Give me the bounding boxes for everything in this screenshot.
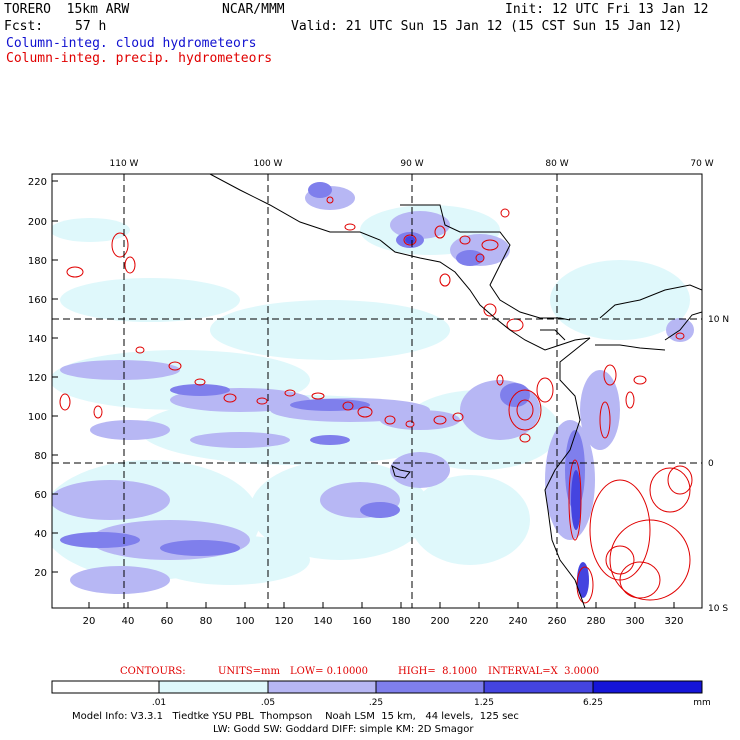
colorbar-swatch xyxy=(483,680,594,694)
x-tick-label: 300 xyxy=(625,616,644,627)
x-tick-label: 220 xyxy=(469,616,488,627)
model-title: TORERO 15km ARW xyxy=(4,2,130,17)
init-time: Init: 12 UTC Fri 13 Jan 12 xyxy=(505,2,709,17)
lon-label-80w: 80 W xyxy=(545,159,568,169)
y-tick-label: 200 xyxy=(28,217,47,228)
y-tick-label: 40 xyxy=(34,529,47,540)
y-tick-label: 180 xyxy=(28,256,47,267)
colorbar-swatch xyxy=(375,680,485,694)
x-tick-label: 260 xyxy=(547,616,566,627)
y-axis-ticks xyxy=(52,180,58,573)
x-tick-label: 100 xyxy=(235,616,254,627)
shade-level-2 xyxy=(52,186,694,594)
x-tick-label: 80 xyxy=(200,616,213,627)
y-tick-label: 20 xyxy=(34,568,47,579)
model-physics: LW: Godd SW: Goddard DIFF: simple KM: 2D… xyxy=(213,724,474,735)
x-tick-label: 180 xyxy=(391,616,410,627)
contour-high: HIGH= 8.1000 xyxy=(398,666,478,677)
center-name: NCAR/MMM xyxy=(222,2,285,17)
colorbar-label: 1.25 xyxy=(474,698,494,708)
x-tick-label: 140 xyxy=(313,616,332,627)
x-tick-label: 240 xyxy=(508,616,527,627)
x-tick-label: 120 xyxy=(274,616,293,627)
y-tick-labels: 220 200 180 160 140 120 100 80 60 40 20 xyxy=(28,177,47,579)
contour-units: UNITS=mm xyxy=(218,666,280,677)
colorbar-label: .25 xyxy=(369,698,383,708)
y-tick-label: 80 xyxy=(34,451,47,462)
contour-low: LOW= 0.10000 xyxy=(290,666,369,677)
colorbar-swatch xyxy=(592,680,703,694)
x-tick-label: 20 xyxy=(83,616,96,627)
lat-label-10s: 10 S xyxy=(708,604,728,614)
colorbar-labels: .01 .05 .25 1.25 6.25 mm xyxy=(152,698,711,708)
y-tick-label: 140 xyxy=(28,334,47,345)
legend-cloud-hydrometeors: Column-integ. cloud hydrometeors xyxy=(6,36,257,51)
forecast-label: Fcst: xyxy=(4,19,44,34)
colorbar-swatch xyxy=(51,680,160,694)
lat-label-0: 0 xyxy=(708,459,714,469)
map-frame xyxy=(51,173,703,609)
legend-precip-hydrometeors: Column-integ. precip. hydrometeors xyxy=(6,51,273,66)
x-tick-label: 160 xyxy=(352,616,371,627)
colorbar xyxy=(51,680,703,694)
y-tick-label: 120 xyxy=(28,373,47,384)
graticule xyxy=(52,174,702,608)
lon-label-90w: 90 W xyxy=(400,159,423,169)
colorbar-swatch xyxy=(158,680,269,694)
colorbar-swatch xyxy=(267,680,377,694)
lon-label-110w: 110 W xyxy=(110,159,139,169)
x-tick-label: 40 xyxy=(122,616,135,627)
model-info: Model Info: V3.3.1 Tiedtke YSU PBL Thomp… xyxy=(72,711,519,722)
shade-level-4 xyxy=(405,236,589,598)
x-tick-label: 60 xyxy=(161,616,174,627)
lat-label-10n: 10 N xyxy=(708,315,729,325)
y-tick-label: 100 xyxy=(28,412,47,423)
colorbar-unit: mm xyxy=(693,698,711,708)
y-tick-label: 60 xyxy=(34,490,47,501)
x-tick-label: 280 xyxy=(586,616,605,627)
colorbar-label: .05 xyxy=(261,698,275,708)
precip-contours xyxy=(59,196,693,604)
lon-label-100w: 100 W xyxy=(254,159,283,169)
y-tick-label: 160 xyxy=(28,295,47,306)
contour-label: CONTOURS: xyxy=(120,666,186,677)
contour-interval: INTERVAL=X 3.0000 xyxy=(488,666,600,677)
colorbar-label: .01 xyxy=(152,698,166,708)
x-tick-labels: 20 40 60 80 100 120 140 160 180 200 220 … xyxy=(83,616,684,627)
cloud-shading xyxy=(52,174,702,608)
colorbar-label: 6.25 xyxy=(583,698,603,708)
x-tick-label: 320 xyxy=(664,616,683,627)
x-axis-ticks xyxy=(88,602,675,608)
x-tick-label: 200 xyxy=(430,616,449,627)
lon-label-70w: 70 W xyxy=(690,159,713,169)
forecast-hour: 57 h xyxy=(75,19,107,34)
valid-time: Valid: 21 UTC Sun 15 Jan 12 (15 CST Sun … xyxy=(291,19,683,34)
y-tick-label: 220 xyxy=(28,177,47,188)
coastlines xyxy=(209,174,702,608)
